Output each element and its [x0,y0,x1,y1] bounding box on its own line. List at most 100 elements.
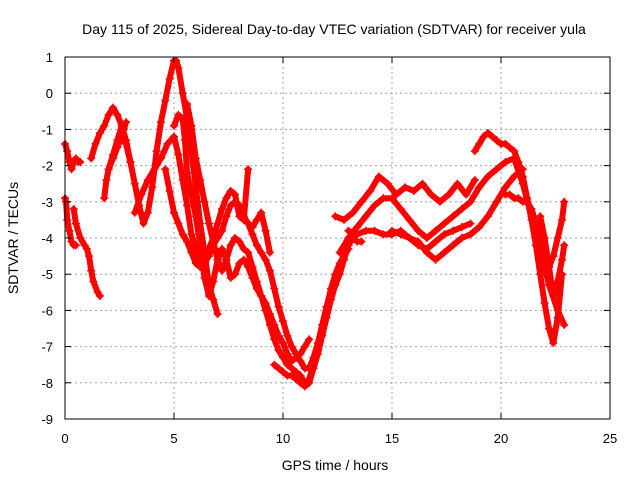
data-point [462,190,471,199]
data-point [514,194,523,203]
data-point [239,212,248,221]
data-point [257,208,266,217]
data-point [126,157,135,166]
data-point [231,190,240,199]
data-point [287,364,296,373]
data-point [217,205,226,214]
data-point [553,234,562,242]
data-point [523,197,532,206]
data-point [305,378,314,387]
data-point [287,357,296,366]
y-tick-label: -6 [41,303,53,318]
data-point [156,154,165,163]
x-tick-label: 0 [61,431,68,446]
data-point [71,241,80,250]
data-point [274,302,283,311]
data-point [252,277,261,286]
data-point [270,284,279,293]
data-point [527,205,536,214]
data-point [187,248,196,257]
data-point [270,335,279,344]
data-point [344,234,353,242]
y-tick-label: -1 [41,122,53,137]
data-point [292,349,301,358]
data-point [366,186,375,195]
data-point [540,234,549,242]
data-point [165,74,174,83]
data-point [531,219,540,228]
data-point [113,136,122,145]
data-point [82,244,91,253]
data-point [431,226,440,235]
data-point [560,241,569,250]
data-point [91,139,100,148]
data-point [549,338,558,347]
data-point [340,255,349,264]
data-point [122,118,131,127]
data-point [87,266,96,275]
data-point [353,223,362,232]
data-point [87,154,96,163]
data-point [370,226,379,235]
data-point [449,212,458,221]
data-point [261,306,270,315]
data-point [283,349,292,358]
data-point [252,215,261,224]
data-point [279,338,287,347]
data-point [300,382,309,391]
data-point [265,248,274,257]
data-point [401,183,410,192]
data-point [396,230,405,239]
data-point [409,186,418,195]
y-tick-label: 0 [46,86,53,101]
data-point [388,226,396,235]
data-point [449,226,458,235]
data-point [431,255,440,264]
axis-layer: 0 5 10 15 20 25 -9 -8 -7 -6 -5 -4 -3 -2 -1 0 1 [41,50,617,446]
data-point [361,226,370,235]
data-point [322,313,331,322]
data-point [414,237,423,246]
data-point [152,147,161,156]
data-point [244,219,253,228]
data-point [209,277,218,286]
data-point [361,212,370,221]
data-point [213,219,222,228]
data-point [178,230,187,239]
data-point [137,190,146,199]
data-point [492,197,501,206]
data-point [67,165,76,174]
data-point [231,197,240,206]
data-point [204,291,213,300]
data-point [414,226,423,235]
data-point [388,194,396,203]
data-point [405,215,414,224]
data-point [331,281,340,290]
data-point [261,226,270,235]
data-point [296,378,305,387]
data-point [274,364,283,373]
data-point [122,136,131,145]
data-point [510,147,519,156]
data-point [76,157,85,166]
data-point [440,230,449,239]
data-point [209,237,218,246]
data-point [226,241,235,250]
data-point [226,201,235,210]
data-point [89,277,98,286]
data-point [191,154,200,163]
data-point [549,291,558,300]
data-point [143,208,152,217]
data-point [553,277,562,286]
data-point [150,165,159,174]
data-point [239,255,248,264]
data-point [331,212,340,221]
data-point [531,241,540,250]
data-point [196,241,205,250]
data-point [335,248,344,257]
data-point [84,252,93,261]
data-point [183,100,192,109]
data-point [69,205,78,214]
data-point [178,114,187,123]
data-point [95,291,104,300]
